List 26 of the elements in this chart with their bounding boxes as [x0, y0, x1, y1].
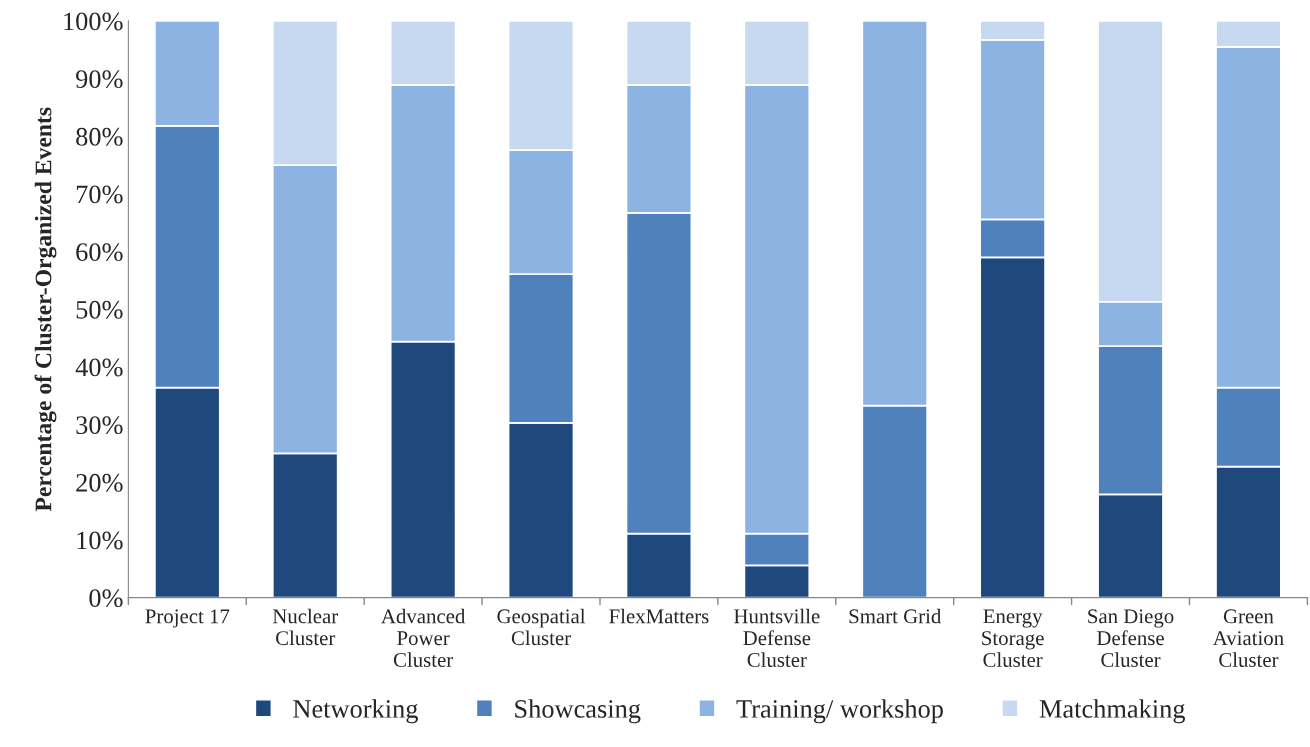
legend-label: Networking [293, 699, 418, 724]
legend-label: Showcasing [515, 699, 641, 724]
y-tick-label: 70% [76, 185, 123, 204]
y-tick-label: 60% [76, 243, 123, 262]
y-tick-label: 10% [77, 531, 123, 550]
y-tick-label: 100% [64, 12, 123, 31]
y-tick-label: 50% [76, 300, 123, 319]
y-tick-label: 30% [76, 416, 123, 435]
legend-label: Training/ workshop [736, 699, 943, 724]
x-tick-label: Huntsville Defense Cluster [734, 608, 820, 667]
x-tick-label: Green Aviation Cluster [1212, 609, 1284, 667]
x-tick-label: Project 17 [145, 609, 230, 628]
x-tick-label: Geospatial Cluster [497, 608, 586, 646]
x-tick-label: Energy Storage Cluster [982, 609, 1044, 667]
x-tick-label: FlexMatters [609, 608, 709, 624]
x-tick-label: San Diego Defense Cluster [1088, 609, 1174, 667]
y-axis-title: Percentage of Cluster-Organized Events [34, 107, 57, 512]
x-tick-label: Advanced Power Cluster [381, 608, 466, 667]
y-tick-label: 40% [75, 358, 123, 377]
x-tick-label: Nuclear Cluster [272, 608, 339, 646]
x-tick-label: Smart Grid [849, 608, 942, 624]
y-tick-label: 20% [76, 473, 123, 492]
y-tick-label: 0% [89, 589, 123, 608]
y-tick-label: 80% [76, 127, 123, 146]
y-tick-label: 90% [76, 70, 123, 89]
legend-label: Matchmaking [1039, 699, 1186, 724]
